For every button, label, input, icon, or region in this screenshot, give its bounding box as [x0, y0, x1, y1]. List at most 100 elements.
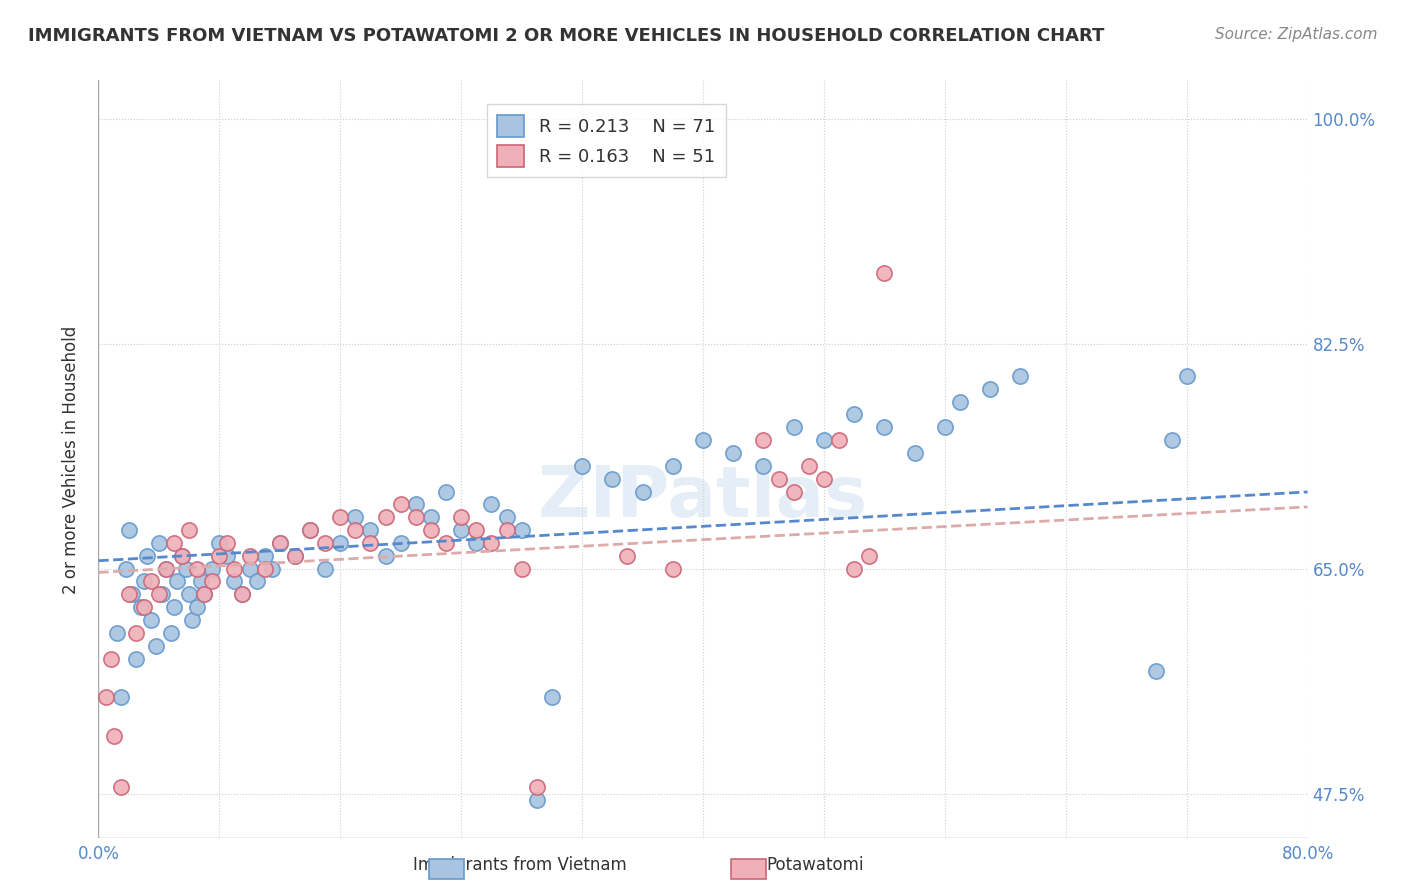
Point	[602, 472, 624, 486]
Point	[201, 561, 224, 575]
Point	[118, 523, 141, 537]
Point	[389, 497, 412, 511]
Text: Source: ZipAtlas.com: Source: ZipAtlas.com	[1215, 27, 1378, 42]
Point	[231, 587, 253, 601]
Point	[360, 536, 382, 550]
Point	[481, 497, 503, 511]
Point	[145, 639, 167, 653]
Point	[299, 523, 322, 537]
Point	[420, 510, 443, 524]
Point	[231, 587, 253, 601]
Point	[858, 549, 880, 563]
Point	[949, 394, 972, 409]
Point	[148, 536, 170, 550]
Point	[510, 523, 533, 537]
Point	[813, 433, 835, 447]
Point	[208, 549, 231, 563]
Point	[873, 420, 896, 434]
Point	[450, 523, 472, 537]
Point	[224, 561, 246, 575]
Y-axis label: 2 or more Vehicles in Household: 2 or more Vehicles in Household	[62, 326, 80, 593]
Point	[661, 561, 683, 575]
Point	[269, 536, 291, 550]
Point	[828, 433, 851, 447]
Point	[783, 484, 806, 499]
Point	[481, 536, 503, 550]
Point	[150, 587, 173, 601]
Point	[450, 510, 472, 524]
Point	[253, 561, 276, 575]
Point	[155, 561, 177, 575]
Point	[179, 587, 201, 601]
Point	[239, 549, 262, 563]
Point	[768, 472, 790, 486]
Point	[797, 458, 820, 473]
Point	[166, 574, 188, 589]
Point	[692, 433, 714, 447]
Point	[329, 510, 352, 524]
Point	[434, 484, 457, 499]
Point	[389, 536, 412, 550]
Point	[465, 523, 488, 537]
Point	[314, 536, 336, 550]
Point	[190, 574, 212, 589]
Point	[114, 561, 136, 575]
Point	[135, 549, 157, 563]
Point	[616, 549, 638, 563]
Text: IMMIGRANTS FROM VIETNAM VS POTAWATOMI 2 OR MORE VEHICLES IN HOUSEHOLD CORRELATIO: IMMIGRANTS FROM VIETNAM VS POTAWATOMI 2 …	[28, 27, 1105, 45]
Point	[94, 690, 117, 705]
Point	[934, 420, 956, 434]
Point	[405, 510, 427, 524]
Point	[314, 561, 336, 575]
Point	[163, 600, 186, 615]
Point	[571, 458, 593, 473]
Point	[1146, 665, 1168, 679]
Point	[284, 549, 307, 563]
Point	[495, 523, 517, 537]
Point	[239, 561, 262, 575]
Point	[141, 613, 163, 627]
Point	[405, 497, 427, 511]
Point	[723, 446, 745, 460]
Point	[783, 420, 806, 434]
Point	[495, 510, 517, 524]
Point	[155, 561, 177, 575]
Point	[344, 523, 367, 537]
Point	[904, 446, 927, 460]
Point	[100, 651, 122, 665]
Point	[329, 536, 352, 550]
Point	[201, 574, 224, 589]
Point	[526, 793, 548, 807]
Point	[193, 587, 215, 601]
Point	[224, 574, 246, 589]
Point	[215, 549, 238, 563]
Point	[163, 536, 186, 550]
Point	[344, 510, 367, 524]
Point	[526, 780, 548, 794]
Point	[215, 536, 238, 550]
Point	[208, 536, 231, 550]
Point	[179, 523, 201, 537]
Point	[125, 625, 148, 640]
Point	[631, 484, 654, 499]
Point	[186, 600, 208, 615]
Point	[374, 510, 396, 524]
Point	[129, 600, 152, 615]
Point	[170, 549, 193, 563]
Text: Potawatomi: Potawatomi	[766, 855, 865, 873]
Point	[118, 587, 141, 601]
Point	[125, 651, 148, 665]
Point	[1010, 368, 1032, 383]
Point	[174, 561, 197, 575]
Point	[284, 549, 307, 563]
Point	[262, 561, 284, 575]
Point	[1160, 433, 1182, 447]
Point	[540, 690, 562, 705]
Point	[752, 458, 775, 473]
Point	[181, 613, 204, 627]
Point	[420, 523, 443, 537]
Point	[132, 600, 155, 615]
Point	[193, 587, 215, 601]
Point	[269, 536, 291, 550]
Point	[844, 408, 866, 422]
